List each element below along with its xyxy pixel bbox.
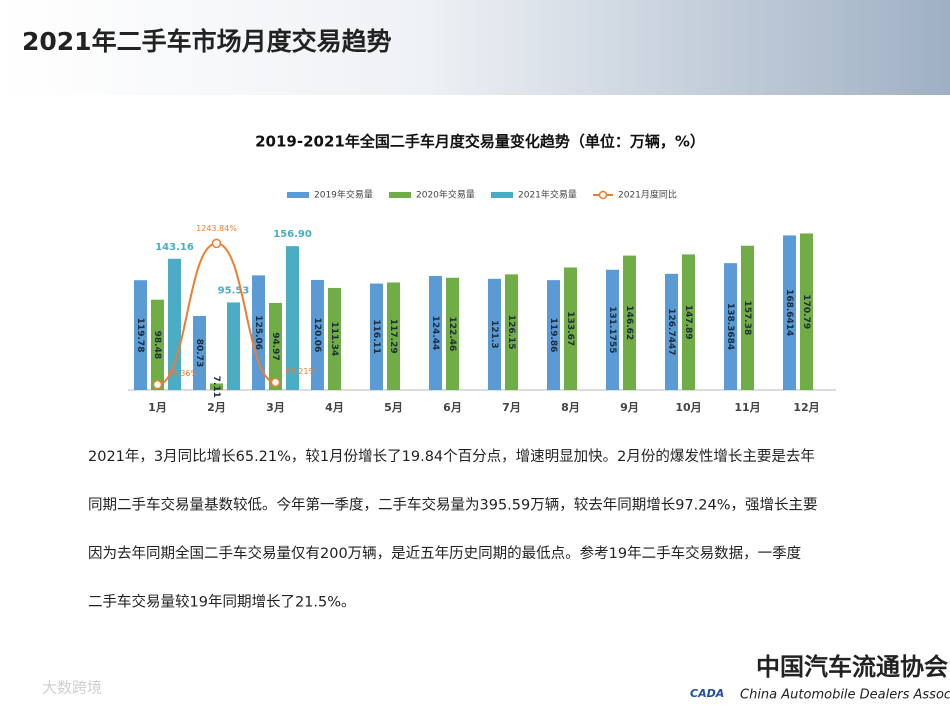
value-label: 126.15 <box>506 315 516 350</box>
value-label: 124.44 <box>430 316 440 351</box>
value-label: 138.3684 <box>725 303 735 350</box>
x-tick-label: 2月 <box>207 401 226 414</box>
bar <box>783 235 796 390</box>
bar <box>505 274 518 390</box>
bar <box>623 255 636 390</box>
value-label: 111.34 <box>329 322 339 357</box>
x-tick-label: 9月 <box>620 401 639 414</box>
bar <box>429 275 442 390</box>
value-label: 143.16 <box>155 242 194 253</box>
line-point <box>152 379 163 390</box>
value-label: 157.38 <box>742 301 752 336</box>
value-label: 156.90 <box>273 229 312 240</box>
bar <box>328 287 341 390</box>
logo-name: 中国汽车流通协会 <box>756 653 948 681</box>
bar <box>134 280 147 390</box>
bar <box>286 246 299 390</box>
page-title: 2021年二手车市场月度交易趋势 <box>22 27 392 56</box>
value-label: 94.97 <box>270 332 280 360</box>
chart-title: 2019-2021年全国二手车月度交易量变化趋势（单位：万辆，%） <box>255 133 705 151</box>
legend-swatch <box>491 192 513 198</box>
logo-english: China Automobile Dealers Association <box>740 688 950 703</box>
value-label: 80.73 <box>194 339 204 367</box>
logo-mark: CADA <box>690 687 724 700</box>
legend-label: 2019年交易量 <box>314 189 373 201</box>
body-text: 2021年，3月同比增长65.21%，较1月份增长了19.84个百分点，增速明显… <box>88 447 815 465</box>
value-label: 121.3 <box>489 320 499 348</box>
x-tick-label: 10月 <box>675 401 701 414</box>
watermark: 大数跨境 <box>42 679 102 697</box>
x-tick-label: 4月 <box>325 401 344 414</box>
bar <box>682 254 695 390</box>
bar <box>387 282 400 390</box>
bar <box>311 279 324 390</box>
bar <box>488 278 501 390</box>
value-label: 170.79 <box>801 294 811 329</box>
bar <box>606 269 619 390</box>
bar <box>193 315 206 390</box>
bar <box>370 283 383 390</box>
value-label: 146.62 <box>624 305 634 340</box>
value-label: 45.36% <box>168 369 199 378</box>
bar <box>665 273 678 390</box>
legend-swatch <box>287 192 309 198</box>
legend-label: 2021月度同比 <box>618 189 677 201</box>
value-label: 98.48 <box>152 331 162 359</box>
legend-swatch <box>389 192 411 198</box>
value-label: 125.06 <box>253 315 263 350</box>
x-tick-label: 3月 <box>266 401 285 414</box>
bar <box>741 245 754 390</box>
x-tick-label: 1月 <box>148 401 167 414</box>
value-label: 117.29 <box>388 319 398 354</box>
bar <box>724 263 737 390</box>
bar <box>151 299 164 390</box>
value-label: 168.6414 <box>784 289 794 336</box>
value-label: 116.11 <box>371 319 381 354</box>
header-band <box>0 0 950 95</box>
bar <box>547 280 560 390</box>
x-tick-label: 6月 <box>443 401 462 414</box>
body-text: 同期二手车交易量基数较低。今年第一季度，二手车交易量为395.59万辆，较去年同… <box>88 496 818 514</box>
value-label: 120.06 <box>312 318 322 353</box>
value-label: 147.89 <box>683 305 693 340</box>
x-tick-label: 5月 <box>384 401 403 414</box>
bar <box>227 302 240 390</box>
bar <box>446 277 459 390</box>
legend-label: 2021年交易量 <box>518 189 577 201</box>
legend-swatch <box>598 190 608 200</box>
value-label: 131.1755 <box>607 306 617 353</box>
value-label: 95.53 <box>218 285 250 296</box>
bar <box>252 275 265 390</box>
value-label: 1243.84% <box>196 224 237 233</box>
body-text: 二手车交易量较19年同期增长了21.5%。 <box>88 593 356 611</box>
legend-label: 2020年交易量 <box>416 189 475 201</box>
value-label: 122.46 <box>447 317 457 352</box>
line-point <box>270 377 281 388</box>
bar <box>564 267 577 390</box>
x-tick-label: 7月 <box>502 401 521 414</box>
bar <box>210 383 223 390</box>
value-label: 7.11 <box>211 376 221 398</box>
line-point <box>211 238 222 249</box>
bar <box>269 302 282 390</box>
x-tick-label: 12月 <box>793 401 819 414</box>
value-label: 119.86 <box>548 318 558 353</box>
bar <box>800 233 813 390</box>
body-text: 因为去年同期全国二手车交易量仅有200万辆，是近五年历史同期的最低点。参考19年… <box>88 544 801 562</box>
x-tick-label: 11月 <box>734 401 760 414</box>
value-label: 119.78 <box>135 318 145 353</box>
value-label: 126.7447 <box>666 308 676 355</box>
value-label: 65.21% <box>286 367 317 376</box>
value-label: 133.67 <box>565 311 575 346</box>
x-tick-label: 8月 <box>561 401 580 414</box>
